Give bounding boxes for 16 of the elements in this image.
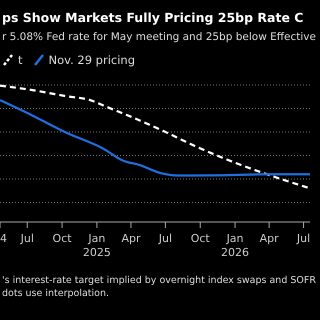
legend-label: t: [17, 53, 23, 67]
text: dots use interpolation.: [2, 287, 110, 300]
text: 's interest-rate target implied by overnight index swaps and SOFR: [2, 274, 316, 287]
x-tick-label: Jan 2025: [82, 232, 111, 259]
x-tick-label: Jul: [296, 232, 310, 245]
x-tick-label: Jan 2026: [221, 232, 250, 259]
x-tick-label: 4: [0, 232, 7, 245]
x-tick-label: Oct: [190, 232, 210, 245]
x-tick-label: Apr: [121, 232, 141, 245]
x-tick-label: Jul: [20, 232, 34, 245]
x-tick-label: Jul: [158, 232, 172, 245]
x-tick-label: Oct: [52, 232, 72, 245]
legend-label: Nov. 29 pricing: [48, 53, 135, 67]
x-tick-label: Apr: [260, 232, 280, 245]
chart-subtitle: r 5.08% Fed rate for May meeting and 25bp below Effective: [2, 31, 316, 43]
chart-title: ps Show Markets Fully Pricing 25bp Rate C: [2, 10, 304, 25]
